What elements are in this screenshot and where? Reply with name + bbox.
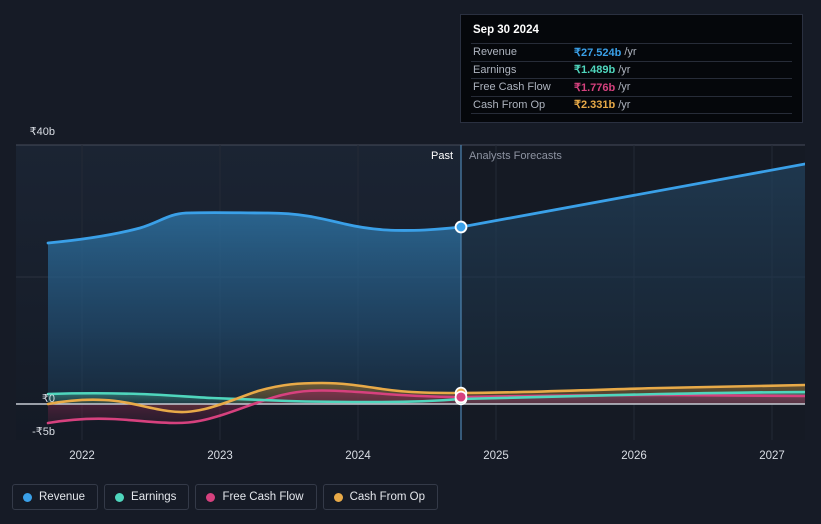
chart-legend: Revenue Earnings Free Cash Flow Cash Fro…	[12, 484, 439, 510]
x-axis-label-2022: 2022	[69, 450, 95, 462]
tooltip-unit-earnings: /yr	[618, 63, 631, 76]
hover-tooltip: Sep 30 2024 Revenue ₹27.524b /yr Earning…	[460, 14, 803, 123]
revenue-line-past	[46, 211, 463, 245]
x-axis-label-2027: 2027	[759, 450, 785, 462]
legend-label-earnings: Earnings	[131, 491, 177, 503]
legend-label-freecashflow: Free Cash Flow	[222, 491, 304, 503]
tooltip-unit-cashfromop: /yr	[618, 98, 631, 111]
tooltip-value-earnings: ₹1.489b	[574, 64, 616, 77]
marker-freecashflow	[454, 390, 468, 404]
marker-revenue	[454, 220, 468, 234]
freecashflow-area	[48, 390, 805, 423]
revenue-area-past	[48, 212, 461, 404]
legend-dot-earnings-icon	[115, 492, 125, 502]
revenue-line-forecast	[459, 162, 805, 229]
tooltip-row-earnings: Earnings ₹1.489b /yr	[471, 60, 792, 79]
tooltip-row-cashfromop: Cash From Op ₹2.331b /yr	[471, 95, 792, 114]
earnings-line	[46, 390, 805, 404]
hover-markers	[454, 220, 468, 406]
tooltip-label-cashfromop: Cash From Op	[473, 98, 546, 111]
tooltip-footer-rule	[471, 113, 792, 118]
legend-item-earnings[interactable]: Earnings	[104, 484, 190, 510]
legend-label-revenue: Revenue	[39, 491, 86, 503]
tooltip-unit-revenue: /yr	[624, 46, 637, 59]
cashfromop-line	[46, 381, 805, 414]
x-axis-label-2024: 2024	[345, 450, 371, 462]
tooltip-value-revenue: ₹27.524b	[574, 46, 622, 59]
tooltip-value-cashfromop: ₹2.331b	[574, 99, 616, 112]
legend-dot-freecashflow-icon	[206, 492, 216, 502]
tooltip-label-revenue: Revenue	[473, 46, 518, 59]
past-band-label: Past	[430, 150, 453, 162]
revenue-area-forecast	[461, 164, 805, 404]
legend-item-revenue[interactable]: Revenue	[12, 484, 99, 510]
x-axis-label-2023: 2023	[207, 450, 233, 462]
tooltip-row-revenue: Revenue ₹27.524b /yr	[471, 43, 792, 61]
tooltip-label-earnings: Earnings	[473, 63, 517, 76]
tooltip-row-freecashflow: Free Cash Flow ₹1.776b /yr	[471, 78, 792, 96]
legend-item-cashfromop[interactable]: Cash From Op	[322, 484, 439, 510]
y-axis-label-neg5b: -₹5b	[32, 426, 55, 438]
y-axis-label-40b: ₹40b	[29, 126, 55, 138]
x-axis-label-2026: 2026	[621, 450, 647, 462]
tooltip-value-freecashflow: ₹1.776b	[574, 81, 616, 94]
chart-svg	[16, 144, 805, 440]
legend-item-freecashflow[interactable]: Free Cash Flow	[195, 484, 317, 510]
legend-dot-revenue-icon	[23, 492, 32, 502]
tooltip-label-freecashflow: Free Cash Flow	[473, 81, 551, 94]
tooltip-unit-freecashflow: /yr	[618, 81, 631, 94]
legend-dot-cashfromop-icon	[333, 492, 343, 502]
y-axis-label-0: ₹0	[41, 393, 55, 405]
forecast-band-label: Analysts Forecasts	[469, 150, 562, 162]
legend-label-cashfromop: Cash From Op	[349, 491, 426, 503]
x-axis-label-2025: 2025	[483, 450, 509, 462]
tooltip-title: Sep 30 2024	[473, 24, 539, 36]
chart-plot-area	[16, 144, 805, 440]
